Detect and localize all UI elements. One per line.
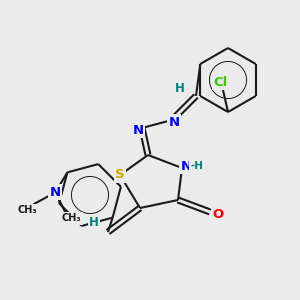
Text: S: S (115, 169, 125, 182)
Text: N: N (132, 124, 144, 136)
Text: -H: -H (190, 161, 203, 171)
Text: Cl: Cl (214, 76, 228, 88)
Text: N: N (168, 116, 180, 128)
Text: H: H (89, 215, 99, 229)
Text: CH₃: CH₃ (61, 213, 81, 224)
Text: N: N (50, 186, 61, 199)
Text: O: O (212, 208, 224, 220)
Text: N: N (180, 160, 192, 172)
Text: CH₃: CH₃ (18, 206, 37, 215)
Text: H: H (175, 82, 185, 94)
